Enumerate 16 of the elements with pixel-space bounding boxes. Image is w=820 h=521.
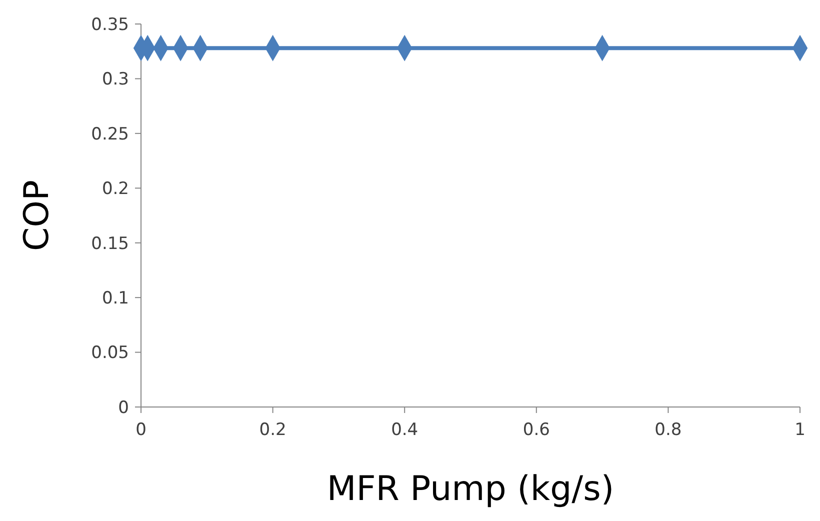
x-tick-label: 0	[136, 420, 146, 440]
x-tick-label: 0.2	[259, 420, 286, 440]
y-axis-title: COP	[17, 180, 57, 252]
y-tick-label: 0.3	[102, 70, 129, 90]
x-tick-label: 1	[794, 420, 806, 440]
x-tick-label: 0.4	[391, 420, 418, 440]
y-tick-label: 0	[118, 398, 129, 418]
y-tick-label: 0.05	[91, 343, 129, 364]
y-tick-label: 0.25	[91, 124, 129, 144]
y-tick-label: 0.2	[102, 179, 129, 200]
x-axis-title: MFR Pump (kg/s)	[326, 469, 614, 509]
y-tick-label: 0.35	[91, 14, 129, 35]
x-tick-label: 0.6	[522, 420, 550, 440]
x-tick-label: 0.8	[654, 420, 682, 440]
y-tick-label: 0.1	[102, 288, 129, 309]
y-tick-label: 0.15	[91, 234, 129, 254]
